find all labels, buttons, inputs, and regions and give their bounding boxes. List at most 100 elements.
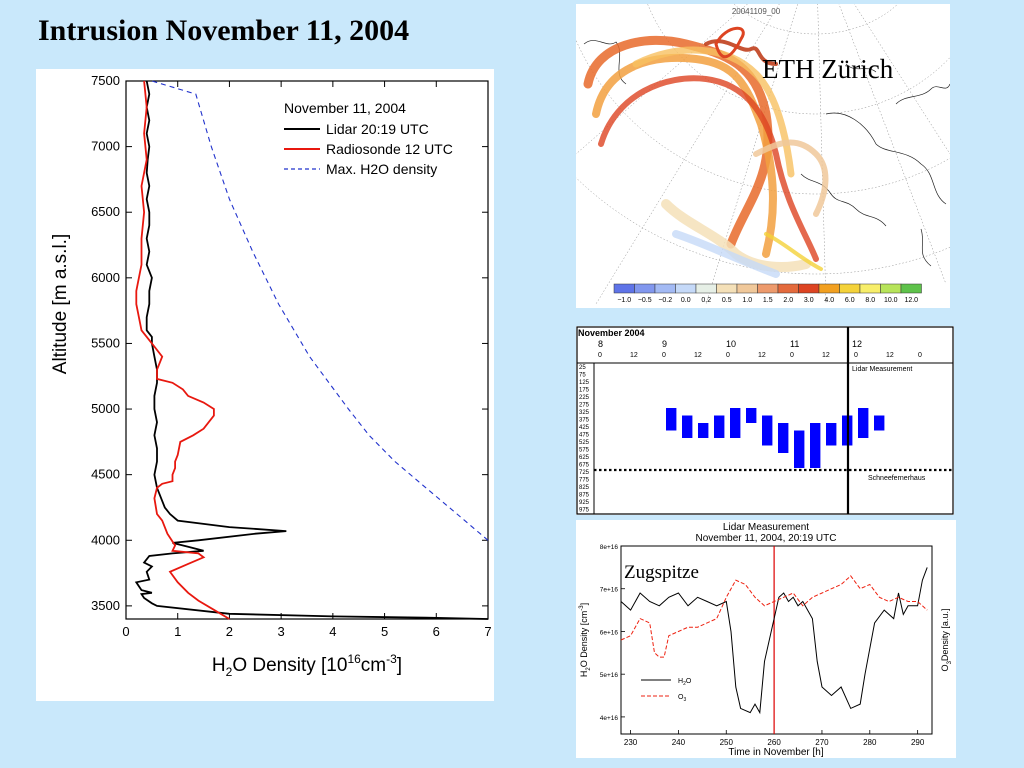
ts-x-axis-label: Time in November [h] bbox=[728, 747, 823, 758]
colorbar-tick-label: 3.0 bbox=[804, 297, 814, 304]
colorbar-tick-label: 4.0 bbox=[824, 297, 834, 304]
ts-x-tick-label: 290 bbox=[911, 738, 925, 747]
altitude-label: 225 bbox=[579, 395, 590, 401]
y-tick-label: 7000 bbox=[91, 139, 120, 154]
lidar-block bbox=[762, 415, 773, 446]
hour-label: 12 bbox=[630, 352, 638, 359]
time-series-chart: Lidar Measurement November 11, 2004, 20:… bbox=[579, 522, 953, 758]
altitude-label: 925 bbox=[579, 500, 590, 506]
station-label: Schneefernerhaus bbox=[868, 475, 926, 482]
slide-title: Intrusion November 11, 2004 bbox=[38, 14, 410, 47]
legend-label-radiosonde: Radiosonde 12 UTC bbox=[326, 141, 453, 157]
colorbar-cell bbox=[859, 283, 881, 294]
legend-label-lidar: Lidar 20:19 UTC bbox=[326, 121, 429, 137]
coastlines bbox=[583, 40, 950, 267]
colorbar-cell bbox=[736, 283, 758, 294]
ts-o3-line bbox=[620, 575, 928, 658]
ts-title: Lidar Measurement bbox=[723, 522, 809, 533]
colorbar-tick-label: −0.5 bbox=[638, 297, 652, 304]
colorbar-cell bbox=[716, 283, 738, 294]
hour-label: 0 bbox=[598, 352, 602, 359]
day-label: 12 bbox=[852, 339, 862, 349]
hour-label: 0 bbox=[662, 352, 666, 359]
ts-right-axis-label: O3Density [a.u.] bbox=[940, 609, 953, 672]
ts-legend: H2O O3 bbox=[641, 678, 692, 703]
lidar-block bbox=[810, 423, 821, 468]
colorbar-cell bbox=[654, 283, 676, 294]
legend-label-max-h2o: Max. H2O density bbox=[326, 161, 437, 177]
colorbar-cell bbox=[777, 283, 799, 294]
hour-label: 0 bbox=[854, 352, 858, 359]
hour-label: 0 bbox=[918, 352, 922, 359]
legend-title: November 11, 2004 bbox=[284, 100, 406, 116]
colorbar-cell bbox=[818, 283, 840, 294]
altitude-profile-chart: 0 1 2 3 4 5 6 7 3500 4000 4500 5000 5500 6000 6500 7000… bbox=[50, 73, 492, 679]
lidar-grid-panel: November 2004 8 9 10 11 12 0 12 0 12 0 12 0 12 0 12 0 2… bbox=[576, 326, 954, 515]
altitude-label: 775 bbox=[579, 478, 590, 484]
day-label: 8 bbox=[598, 339, 603, 349]
radiosonde-line bbox=[135, 80, 230, 620]
grid-title: November 2004 bbox=[578, 328, 645, 338]
day-label: 9 bbox=[662, 339, 667, 349]
colorbar-cell bbox=[634, 283, 656, 294]
lidar-block bbox=[826, 423, 837, 446]
ts-y-tick-label: 7e+16 bbox=[600, 587, 619, 594]
ts-y-tick-label: 8e+16 bbox=[600, 544, 619, 551]
x-tick-label: 5 bbox=[381, 624, 388, 639]
altitude-profile-panel: 0 1 2 3 4 5 6 7 3500 4000 4500 5000 5500 6000 6500 7000… bbox=[36, 69, 494, 701]
colorbar-cell bbox=[798, 283, 820, 294]
ts-legend-label-o3: O3 bbox=[678, 694, 686, 703]
y-tick-label: 3500 bbox=[91, 598, 120, 613]
colorbar-tick-label: 8.0 bbox=[865, 297, 875, 304]
ts-x-tick-label: 230 bbox=[624, 738, 638, 747]
altitude-label: 325 bbox=[579, 410, 590, 416]
colorbar-tick-label: −1.0 bbox=[617, 297, 631, 304]
trajectory-map: 20041109_00 bbox=[576, 4, 950, 305]
lidar-block bbox=[778, 423, 789, 453]
altitude-label: 175 bbox=[579, 388, 590, 394]
ts-location-label: Zugspitze bbox=[624, 562, 699, 583]
ts-legend-label-h2o: H2O bbox=[678, 678, 692, 687]
hour-label: 0 bbox=[790, 352, 794, 359]
hour-label: 12 bbox=[886, 352, 894, 359]
altitude-label: 825 bbox=[579, 485, 590, 491]
y-tick-label: 5000 bbox=[91, 401, 120, 416]
colorbar-tick-label: 6.0 bbox=[845, 297, 855, 304]
colorbar-tick-label: 0.0 bbox=[681, 297, 691, 304]
hour-label: 12 bbox=[822, 352, 830, 359]
colorbar-cell bbox=[880, 283, 902, 294]
altitude-label: 25 bbox=[579, 365, 586, 371]
colorbar-tick-label: 1.5 bbox=[763, 297, 773, 304]
max-h2o-line bbox=[151, 80, 489, 541]
x-tick-label: 3 bbox=[278, 624, 285, 639]
colorbar-cell bbox=[757, 283, 779, 294]
altitude-label: 675 bbox=[579, 463, 590, 469]
x-tick-label: 4 bbox=[329, 624, 336, 639]
plot-frame bbox=[125, 80, 489, 620]
time-series-panel: Lidar Measurement November 11, 2004, 20:… bbox=[576, 520, 956, 758]
colorbar-tick-label: −0.2 bbox=[658, 297, 672, 304]
ts-y-tick-label: 6e+16 bbox=[600, 629, 619, 636]
ts-x-tick-label: 260 bbox=[767, 738, 781, 747]
lidar-block bbox=[714, 415, 725, 438]
colorbar-tick-label: 1.0 bbox=[742, 297, 752, 304]
colorbar-cell bbox=[695, 283, 717, 294]
ts-subtitle: November 11, 2004, 20:19 UTC bbox=[695, 533, 836, 544]
colorbar-cell bbox=[613, 283, 635, 294]
lidar-block bbox=[874, 415, 885, 431]
lidar-grid: November 2004 8 9 10 11 12 0 12 0 12 0 12 0 12 0 12 0 2… bbox=[576, 326, 954, 515]
altitude-label: 375 bbox=[579, 418, 590, 424]
y-tick-label: 5500 bbox=[91, 335, 120, 350]
ts-x-tick-label: 280 bbox=[863, 738, 877, 747]
lidar-line bbox=[134, 80, 489, 620]
hour-label: 12 bbox=[694, 352, 702, 359]
map-institution-label: ETH Zürich bbox=[762, 54, 894, 84]
x-tick-label: 2 bbox=[226, 624, 233, 639]
colorbar: −1.0 −0.5 −0.2 0.0 0.2 0.5 1.0 1.5 2.0 3.0 4.0 6.0 8… bbox=[613, 283, 922, 304]
ts-x-tick-label: 240 bbox=[672, 738, 686, 747]
lidar-block bbox=[730, 408, 741, 438]
y-tick-label: 6000 bbox=[91, 270, 120, 285]
altitude-label: 275 bbox=[579, 403, 590, 409]
lidar-block bbox=[666, 408, 677, 431]
map-title: 20041109_00 bbox=[732, 7, 781, 16]
